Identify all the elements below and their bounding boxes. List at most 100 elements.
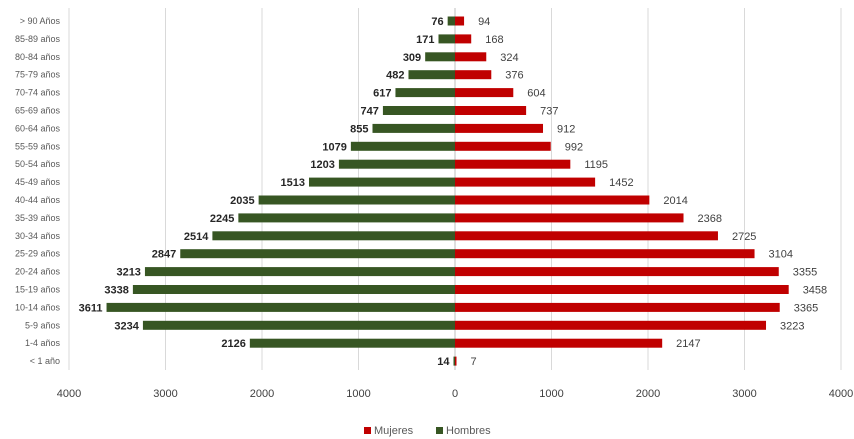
bar-hombres: [142, 320, 455, 330]
bar-hombres: [408, 70, 455, 80]
value-label-hombres: 2035: [230, 195, 254, 207]
category-label: 85-89 años: [15, 34, 61, 44]
legend-label-mujeres: Mujeres: [374, 425, 414, 437]
bar-hombres: [132, 285, 455, 294]
category-label: 1-4 años: [25, 338, 61, 348]
bar-hombres: [350, 141, 455, 151]
bar-hombres: [338, 159, 455, 169]
bar-mujeres: [455, 123, 544, 133]
gridlines: [68, 8, 842, 370]
value-labels: 76 94 171 168 309 324 482 376 617 604 747 737 855 912…: [79, 16, 828, 368]
bar-mujeres: [455, 159, 571, 169]
value-label-mujeres: 2368: [698, 213, 722, 225]
category-label: < 1 año: [30, 356, 60, 366]
value-label-hombres: 171: [416, 34, 434, 46]
bar-hombres: [425, 52, 455, 62]
value-label-hombres: 3338: [104, 285, 128, 297]
value-label-mujeres: 3223: [780, 320, 804, 332]
bar-hombres: [144, 267, 455, 277]
category-label: 80-84 años: [15, 52, 61, 62]
x-tick-label: 0: [452, 388, 458, 400]
category-label: 45-49 años: [15, 177, 61, 187]
category-label: 5-9 años: [25, 320, 61, 330]
x-tick-label: 1000: [539, 388, 563, 400]
bar-hombres: [106, 302, 455, 312]
value-label-hombres: 2514: [184, 231, 209, 243]
x-tick-label: 4000: [829, 388, 853, 400]
bar-hombres: [447, 16, 455, 26]
bar-hombres: [453, 356, 455, 366]
category-label: 20-24 años: [15, 267, 61, 277]
x-tick-label: 4000: [57, 388, 81, 400]
value-label-hombres: 1203: [310, 159, 334, 171]
category-label: 30-34 años: [15, 231, 61, 241]
value-label-mujeres: 94: [478, 16, 490, 28]
bar-mujeres: [455, 302, 780, 312]
bar-mujeres: [455, 356, 457, 366]
bar-mujeres: [455, 285, 789, 294]
value-label-mujeres: 2014: [663, 195, 687, 207]
bar-mujeres: [455, 70, 492, 80]
category-label: 15-19 años: [15, 285, 61, 295]
bar-mujeres: [455, 34, 472, 44]
bar-mujeres: [455, 106, 527, 115]
bar-hombres: [382, 106, 455, 115]
bar-hombres: [395, 88, 455, 98]
category-label: 35-39 años: [15, 213, 61, 223]
legend-label-hombres: Hombres: [446, 425, 491, 437]
value-label-mujeres: 737: [540, 106, 558, 118]
bar-mujeres: [455, 320, 767, 330]
value-label-mujeres: 1452: [609, 177, 633, 189]
bar-mujeres: [455, 16, 465, 26]
value-label-hombres: 1079: [322, 141, 346, 153]
value-label-mujeres: 7: [471, 356, 477, 368]
bar-hombres: [212, 231, 455, 241]
category-label: 70-74 años: [15, 88, 61, 98]
bar-mujeres: [455, 338, 663, 348]
bar-mujeres: [455, 88, 514, 98]
x-tick-label: 3000: [732, 388, 756, 400]
category-label: 75-79 años: [15, 70, 61, 80]
value-label-hombres: 3611: [79, 302, 103, 314]
bar-hombres: [438, 34, 455, 44]
category-label: 40-44 años: [15, 195, 61, 205]
category-label: 60-64 años: [15, 123, 61, 133]
x-tick-label: 1000: [346, 388, 370, 400]
bar-hombres: [258, 195, 455, 205]
category-label: 55-59 años: [15, 141, 61, 151]
bar-hombres: [249, 338, 455, 348]
category-label: 65-69 años: [15, 106, 61, 116]
value-label-mujeres: 1195: [584, 159, 608, 171]
x-tick-label: 2000: [250, 388, 274, 400]
x-axis-tick-labels: 4000 3000 2000 1000 0 1000 2000 3000 4000: [57, 388, 853, 400]
value-label-mujeres: 168: [485, 34, 503, 46]
bar-hombres: [180, 249, 455, 259]
bar-mujeres: [455, 231, 718, 241]
value-label-hombres: 309: [403, 52, 421, 64]
value-label-hombres: 1513: [281, 177, 305, 189]
legend-swatch-mujeres: [364, 427, 371, 434]
value-label-mujeres: 3458: [803, 285, 827, 297]
value-label-mujeres: 376: [505, 70, 523, 82]
value-label-hombres: 617: [373, 88, 391, 100]
value-label-mujeres: 2725: [732, 231, 756, 243]
value-label-hombres: 855: [350, 123, 368, 135]
value-label-mujeres: 992: [565, 141, 583, 153]
value-label-mujeres: 912: [557, 123, 575, 135]
legend-swatch-hombres: [436, 427, 443, 434]
value-label-mujeres: 324: [500, 52, 518, 64]
category-label: > 90 Años: [20, 16, 61, 26]
bar-mujeres: [455, 249, 755, 259]
value-label-mujeres: 2147: [676, 338, 700, 350]
bar-mujeres: [455, 195, 650, 205]
bar-hombres: [372, 123, 455, 133]
value-label-mujeres: 604: [527, 88, 545, 100]
bar-mujeres: [455, 213, 684, 223]
legend: Mujeres Hombres: [364, 425, 491, 437]
bar-mujeres: [455, 177, 596, 187]
value-label-mujeres: 3355: [793, 267, 817, 279]
bar-mujeres: [455, 52, 487, 62]
value-label-hombres: 76: [431, 16, 443, 28]
x-tick-label: 3000: [153, 388, 177, 400]
